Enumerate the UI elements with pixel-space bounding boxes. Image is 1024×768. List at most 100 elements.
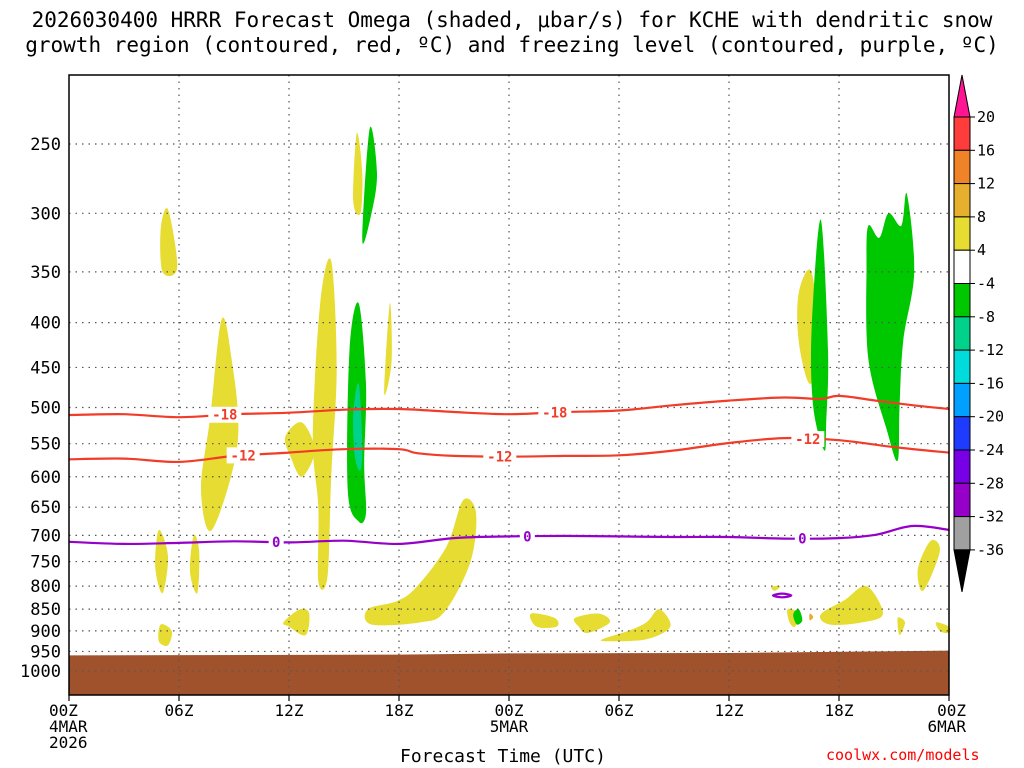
omega-region-0 bbox=[160, 208, 178, 277]
y-tick-label-900: 900 bbox=[30, 622, 61, 642]
contour-label-2-0: 0 bbox=[272, 535, 280, 551]
colorbar-label-2: 12 bbox=[977, 175, 995, 193]
omega-region-2 bbox=[155, 529, 169, 594]
colorbar-label-5: -4 bbox=[977, 275, 995, 293]
contour-label-bg-1-2 bbox=[791, 431, 825, 448]
y-tick-label-350: 350 bbox=[30, 263, 61, 283]
omega-region-4 bbox=[158, 624, 172, 646]
contour-label-bg-2-2 bbox=[794, 530, 810, 547]
omega-region-6 bbox=[312, 258, 337, 590]
y-tick-label-650: 650 bbox=[30, 498, 61, 518]
x-tick-label-18-0: 18Z bbox=[385, 701, 414, 720]
omega-region-14 bbox=[771, 585, 781, 591]
y-tick-label-300: 300 bbox=[30, 204, 61, 224]
colorbar-box-12 bbox=[953, 482, 971, 518]
x-tick-label-48-0: 00Z bbox=[937, 701, 966, 720]
colorbar-label-7: -12 bbox=[977, 341, 1004, 359]
y-tick-label-800: 800 bbox=[30, 577, 61, 597]
omega-region-7 bbox=[353, 132, 363, 216]
colorbar-box-10 bbox=[953, 416, 971, 451]
colorbar-box-1 bbox=[953, 116, 971, 151]
x-tick-label-6-0: 06Z bbox=[165, 701, 194, 720]
y-tick-label-250: 250 bbox=[30, 135, 61, 155]
contour-label-0-0: -18 bbox=[212, 408, 237, 424]
colorbar-label-1: 16 bbox=[977, 141, 995, 159]
contour-label-0-1: -18 bbox=[542, 405, 567, 421]
y-tick-label-1000: 1000 bbox=[20, 662, 61, 682]
y-tick-label-400: 400 bbox=[30, 314, 61, 334]
x-tick-label-0-1: 4MAR bbox=[49, 717, 88, 736]
x-tick-label-24-1: 5MAR bbox=[490, 717, 529, 736]
credit-link[interactable]: coolwx.com/models bbox=[826, 746, 980, 764]
colorbar-box-7 bbox=[953, 316, 971, 351]
contour-label-1-1: -12 bbox=[487, 449, 512, 465]
omega-region-16 bbox=[820, 585, 884, 625]
colorbar-box-11 bbox=[953, 449, 971, 484]
contour-label-bg-2-0 bbox=[268, 534, 284, 551]
contour-line-3 bbox=[771, 592, 793, 599]
omega-region-27 bbox=[866, 192, 915, 462]
y-tick-label-600: 600 bbox=[30, 468, 61, 488]
colorbar-label-0: 20 bbox=[977, 108, 995, 126]
omega-region-1 bbox=[200, 317, 239, 532]
contour-label-bg-1-0 bbox=[226, 447, 260, 464]
contour-label-bg-0-0 bbox=[208, 406, 242, 423]
x-tick-label-0-2: 2026 bbox=[49, 733, 88, 752]
omega-shading-layer bbox=[155, 126, 951, 646]
y-tick-label-950: 950 bbox=[30, 642, 61, 662]
colorbar-label-13: -36 bbox=[977, 541, 1004, 559]
ground-fill bbox=[69, 650, 949, 695]
colorbar-box-4 bbox=[953, 216, 971, 251]
y-tick-label-750: 750 bbox=[30, 553, 61, 573]
colorbar-top-arrow bbox=[953, 74, 971, 118]
x-axis-title: Forecast Time (UTC) bbox=[400, 746, 606, 767]
chart-title-line1: 2026030400 HRRR Forecast Omega (shaded, … bbox=[31, 8, 993, 32]
colorbar-label-4: 4 bbox=[977, 241, 986, 259]
contour-layer: -18 -18 -12 -12 -12 0 0 0 bbox=[68, 394, 950, 599]
omega-region-18 bbox=[917, 539, 940, 592]
contour-label-bg-0-1 bbox=[538, 404, 572, 421]
colorbar-box-2 bbox=[953, 149, 971, 185]
omega-region-17 bbox=[897, 617, 906, 636]
y-tick-label-850: 850 bbox=[30, 600, 61, 620]
chart-title-line2: growth region (contoured, red, ºC) and f… bbox=[25, 33, 999, 57]
colorbar-box-5 bbox=[953, 249, 971, 284]
colorbar-label-8: -16 bbox=[977, 374, 1004, 392]
omega-region-13 bbox=[600, 609, 671, 642]
x-tick-label-36-0: 12Z bbox=[715, 701, 744, 720]
colorbar-box-3 bbox=[953, 183, 971, 218]
colorbar: 20 16 12 8 4 -4 -8 -12 -16 -20 -24 -28 -32 -36 bbox=[953, 74, 1004, 592]
omega-region-19 bbox=[935, 622, 951, 634]
colorbar-label-9: -20 bbox=[977, 408, 1004, 426]
contour-label-2-2: 0 bbox=[798, 531, 806, 547]
contour-label-bg-2-1 bbox=[519, 528, 535, 545]
colorbar-label-10: -24 bbox=[977, 441, 1004, 459]
x-tick-label-48-1: 6MAR bbox=[927, 717, 966, 736]
colorbar-label-6: -8 bbox=[977, 308, 995, 326]
y-tick-label-550: 550 bbox=[30, 435, 61, 455]
omega-region-21 bbox=[809, 613, 814, 621]
omega-region-22 bbox=[362, 126, 378, 244]
colorbar-label-11: -28 bbox=[977, 474, 1004, 492]
omega-region-9 bbox=[283, 608, 310, 636]
colorbar-box-13 bbox=[953, 516, 971, 551]
omega-region-11 bbox=[529, 613, 559, 628]
ground-layer bbox=[69, 650, 949, 695]
omega-region-26 bbox=[810, 219, 829, 451]
x-tick-label-42-0: 18Z bbox=[825, 701, 854, 720]
y-tick-label-450: 450 bbox=[30, 358, 61, 378]
y-axis: 2503003504004505005506006507007508008509… bbox=[20, 135, 61, 682]
colorbar-box-6 bbox=[953, 283, 971, 318]
x-tick-label-12-0: 12Z bbox=[275, 701, 304, 720]
y-tick-label-500: 500 bbox=[30, 398, 61, 418]
omega-region-3 bbox=[189, 534, 200, 594]
contour-label-1-0: -12 bbox=[231, 448, 256, 464]
omega-region-10 bbox=[364, 498, 477, 626]
y-tick-label-700: 700 bbox=[30, 526, 61, 546]
contour-label-1-2: -12 bbox=[795, 432, 820, 448]
omega-region-8 bbox=[384, 302, 392, 396]
x-tick-label-30-0: 06Z bbox=[605, 701, 634, 720]
colorbar-label-12: -32 bbox=[977, 508, 1004, 526]
omega-region-25 bbox=[793, 609, 803, 625]
